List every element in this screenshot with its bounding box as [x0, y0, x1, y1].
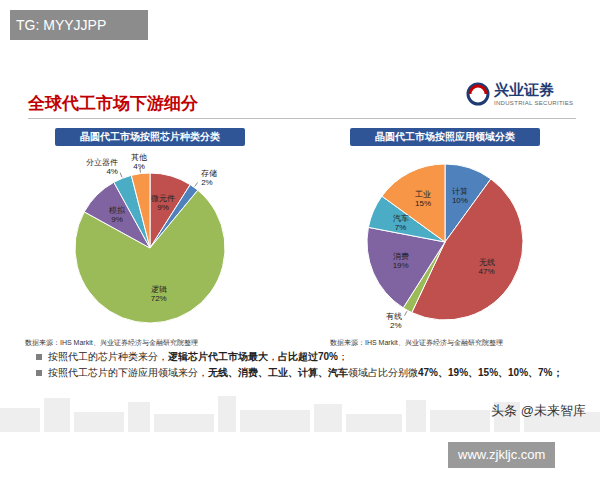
html-text:数据来源：IHS Markit、兴业证券经济与金融研究院整理: 数据来源：IHS Markit、兴业证券经济与金融研究院整理 [25, 339, 198, 346]
html-text:头条 @未来智库: 头条 @未来智库 [491, 403, 586, 418]
html-text:按照代工的芯片种类来分，逻辑芯片代工市场最大，占比超过70%: 按照代工的芯片种类来分，逻辑芯片代工市场最大，占比超过70%； [48, 351, 348, 362]
svg-text:其他4%: 其他4% [131, 153, 147, 171]
svg-text:消费19%: 消费19% [393, 252, 409, 270]
svg-text:汽车7%: 汽车7% [393, 214, 409, 232]
svg-text:工业15%: 工业15% [415, 190, 431, 208]
svg-text:微元件9%: 微元件9% [151, 194, 175, 212]
html-text:兴业证券: 兴业证券 [494, 81, 554, 98]
svg-text:有线2%: 有线2% [386, 312, 402, 330]
html-text:按照代工芯片的下游应用领域来分，无线、消费、工业、计算、汽车: 按照代工芯片的下游应用领域来分，无线、消费、工业、计算、汽车领域占比分别微47%… [48, 367, 563, 378]
html-text:晶圆代工市场按照芯片种类分类: 晶圆代工市场按照芯片种类分类 [80, 131, 220, 142]
svg-text:无线47%: 无线47% [479, 258, 495, 276]
html-text:INDUSTRIAL SECURITIES: INDUSTRIAL SECURITIES [494, 100, 574, 106]
svg-text:分立器件4%: 分立器件4% [86, 158, 118, 176]
svg-text:计算10%: 计算10% [452, 187, 468, 205]
html-text:数据来源：IHS Markit、兴业证券经济与金融研究院整理: 数据来源：IHS Markit、兴业证券经济与金融研究院整理 [330, 339, 503, 346]
html-text:www.zjkljc.com: www.zjkljc.com [458, 447, 546, 462]
html-text:TG: MYYJJPP: TG: MYYJJPP [16, 17, 107, 33]
svg-text:存储2%: 存储2% [201, 169, 217, 187]
html-text:全球代工市场下游细分: 全球代工市场下游细分 [28, 94, 198, 113]
html-text:晶圆代工市场按照应用领域分类: 晶圆代工市场按照应用领域分类 [375, 131, 515, 142]
svg-text:逻辑72%: 逻辑72% [151, 285, 167, 303]
svg-text:模拟9%: 模拟9% [109, 206, 126, 224]
